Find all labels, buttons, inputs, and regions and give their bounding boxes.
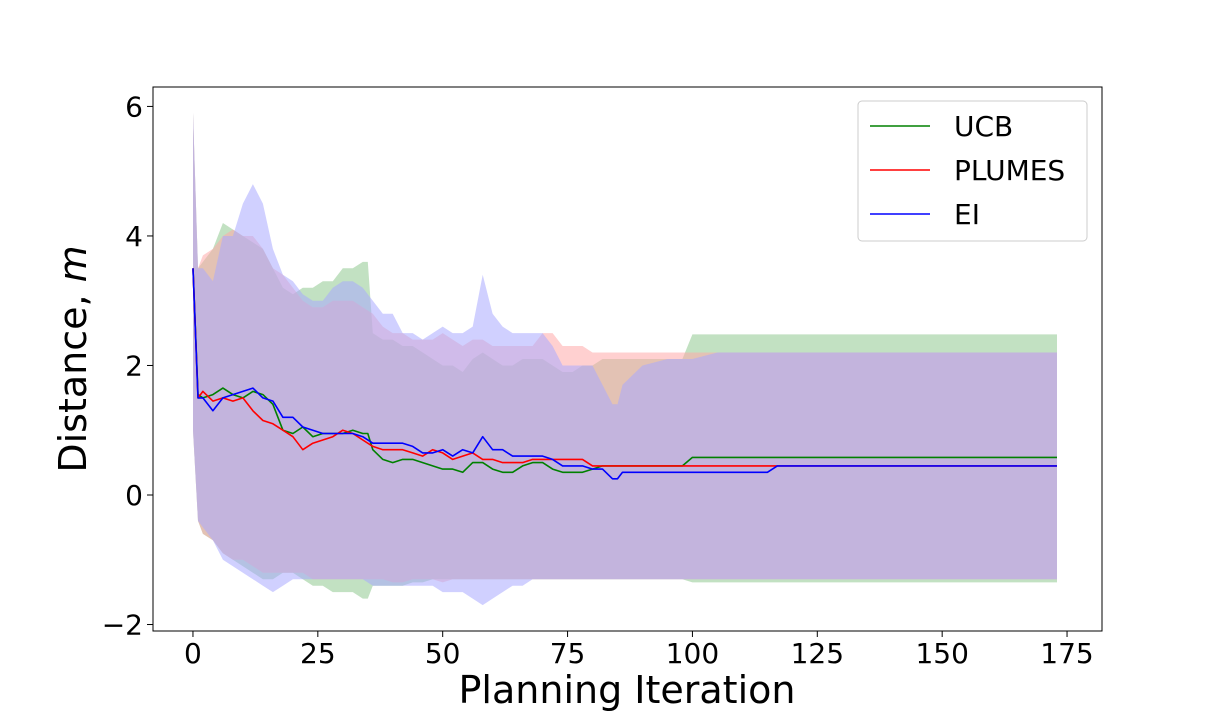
- y-axis-ticks: −2 0 2 4 6: [102, 90, 153, 642]
- legend: UCB PLUMES EI: [857, 100, 1088, 242]
- x-tick-label-50: 50: [425, 637, 461, 670]
- x-tick-label-0: 0: [184, 637, 202, 670]
- legend-label-ucb: UCB: [954, 110, 1013, 143]
- plumes-mean-line: [192, 268, 1057, 467]
- plot-frame: [152, 86, 1103, 632]
- y-tick-label-6: 6: [125, 90, 143, 123]
- y-tick-label-2: 2: [125, 349, 143, 382]
- x-tick-label-125: 125: [791, 637, 844, 670]
- y-axis-title: Distance, m: [51, 245, 95, 472]
- y-axis-title-text: Distance,: [51, 282, 95, 472]
- y-tick-label--2: −2: [102, 609, 143, 642]
- x-tick-label-150: 150: [915, 637, 968, 670]
- x-axis-title: Planning Iteration: [459, 668, 796, 712]
- mean-lines: [192, 268, 1057, 480]
- x-tick-label-100: 100: [666, 637, 719, 670]
- y-tick-label-0: 0: [125, 479, 143, 512]
- ei-mean-line: [192, 268, 1057, 480]
- x-tick-label-25: 25: [300, 637, 336, 670]
- x-axis-ticks: 0 25 50 75 100 125 150 175: [184, 631, 1094, 670]
- y-tick-label-4: 4: [125, 220, 143, 253]
- legend-label-plumes: PLUMES: [954, 154, 1065, 187]
- ei-confidence-band: [193, 112, 1057, 606]
- x-tick-label-75: 75: [550, 637, 586, 670]
- legend-label-ei: EI: [954, 198, 980, 231]
- legend-box: [857, 100, 1088, 242]
- x-tick-label-175: 175: [1040, 637, 1093, 670]
- confidence-bands: [193, 112, 1057, 606]
- y-axis-title-unit: m: [51, 245, 95, 282]
